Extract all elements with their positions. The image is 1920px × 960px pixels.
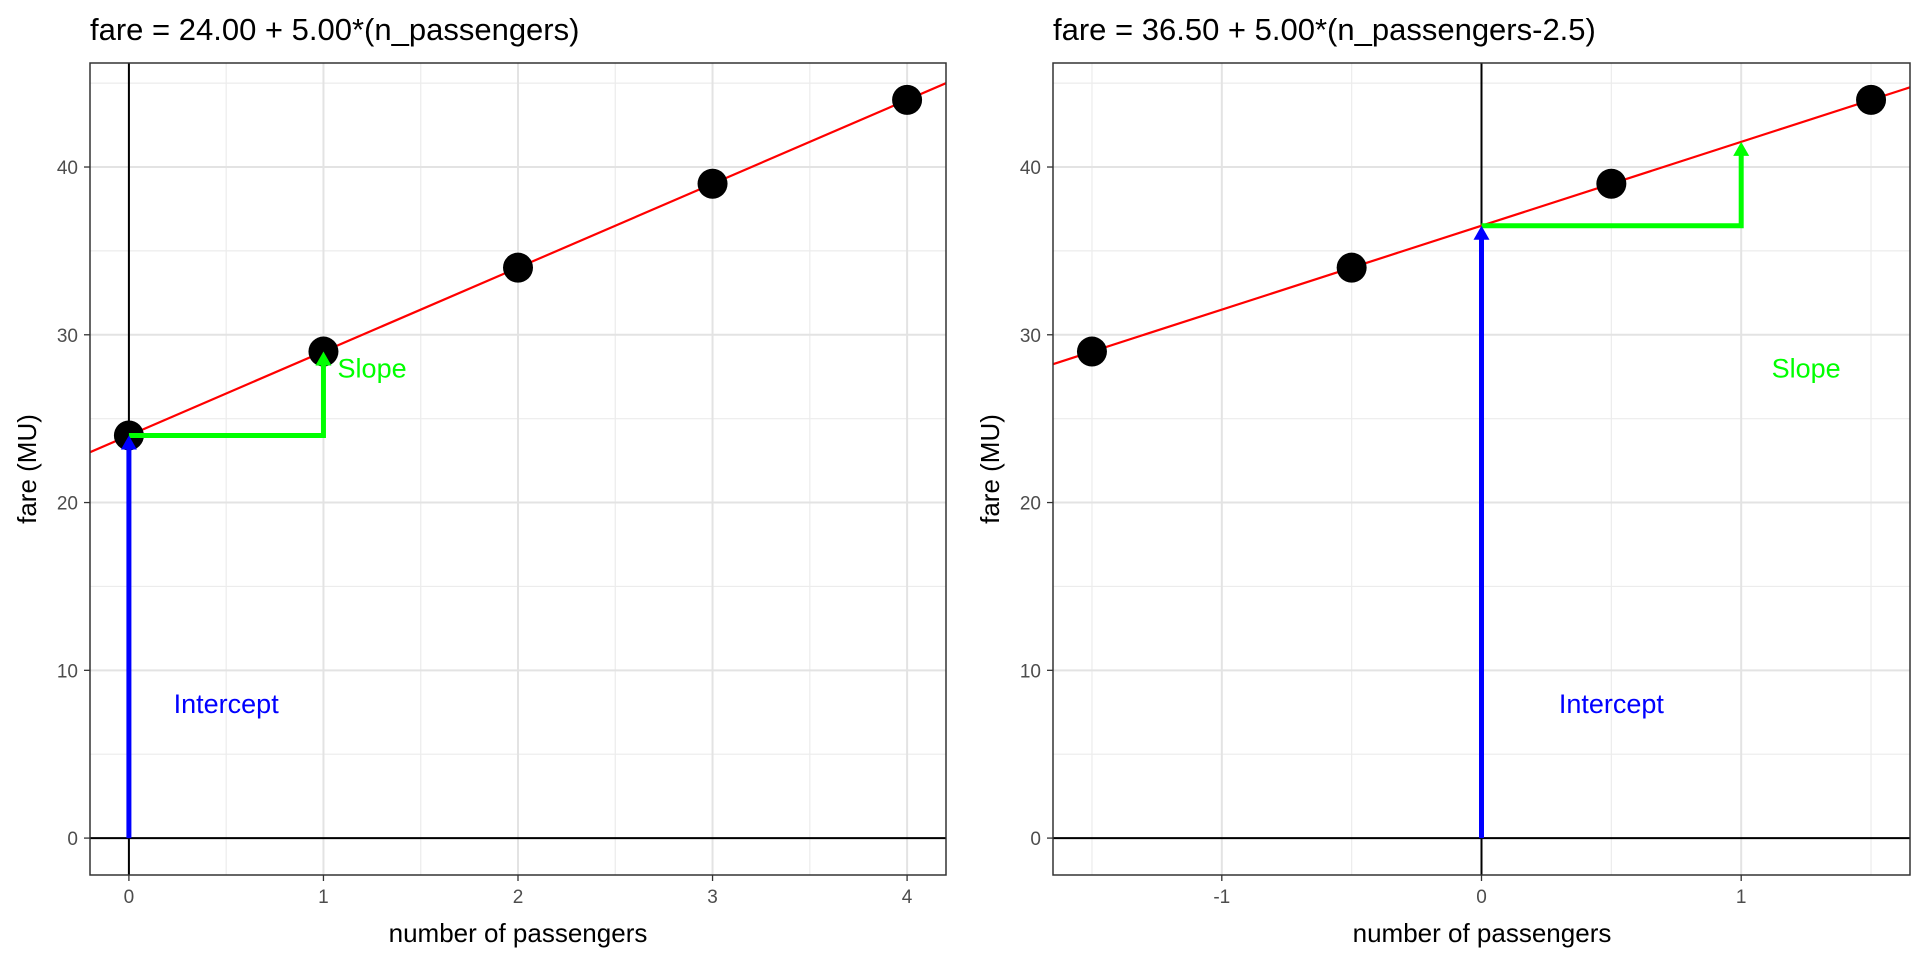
data-point	[1856, 84, 1887, 115]
x-tick-label: 0	[124, 887, 135, 908]
y-tick-label: 0	[1030, 829, 1041, 850]
slope-path	[128, 359, 326, 438]
x-tick-label: -1	[1213, 887, 1230, 908]
plot-border	[89, 62, 947, 876]
data-point	[503, 252, 533, 283]
intercept-label: Intercept	[174, 689, 280, 719]
x-tick-label: 3	[707, 887, 718, 908]
plot-layer	[1053, 63, 1910, 875]
plot-border	[1052, 62, 1911, 876]
y-tick-label: 20	[57, 494, 78, 515]
slope-label: Slope	[338, 353, 407, 383]
panel-1-x-axis-title: number of passengers	[389, 918, 648, 948]
slope-arrowhead	[315, 351, 332, 366]
y-tick-label: 40	[57, 158, 78, 179]
x-tick-label: 4	[902, 887, 913, 908]
slope-label: Slope	[1772, 353, 1841, 383]
data-point	[1336, 252, 1367, 283]
plot-layer	[90, 63, 946, 875]
y-tick-label: 10	[1020, 661, 1041, 682]
panel-2-y-axis-title: fare (MU)	[975, 414, 1005, 524]
intercept-arrowhead	[1473, 225, 1490, 240]
x-tick-label: 1	[1736, 887, 1747, 908]
panel-1-title: fare = 24.00 + 5.00*(n_passengers)	[90, 12, 579, 47]
y-tick-label: 0	[67, 829, 78, 850]
panel-2-x-axis-title: number of passengers	[1353, 918, 1612, 948]
data-point	[1076, 336, 1107, 367]
slope-arrowhead	[1733, 141, 1750, 156]
data-point	[892, 84, 923, 115]
y-tick-label: 30	[1020, 326, 1041, 347]
y-tick-label: 30	[57, 326, 78, 347]
y-tick-label: 20	[1020, 494, 1041, 515]
data-point	[697, 168, 728, 199]
panel-2: fare = 36.50 + 5.00*(n_passengers-2.5) n…	[975, 12, 1911, 948]
x-tick-label: 2	[513, 887, 524, 908]
y-tick-label: 10	[57, 661, 78, 682]
panel-1-y-axis-title: fare (MU)	[12, 414, 42, 524]
panel-2-title: fare = 36.50 + 5.00*(n_passengers-2.5)	[1053, 12, 1596, 47]
slope-path	[1481, 149, 1744, 229]
intercept-arrowhead	[120, 435, 137, 450]
data-point	[1596, 168, 1627, 199]
x-tick-label: 0	[1476, 887, 1487, 908]
y-tick-label: 40	[1020, 158, 1041, 179]
intercept-label: Intercept	[1559, 689, 1665, 719]
panel-1: fare = 24.00 + 5.00*(n_passengers) numbe…	[12, 12, 947, 948]
x-tick-label: 1	[318, 887, 329, 908]
